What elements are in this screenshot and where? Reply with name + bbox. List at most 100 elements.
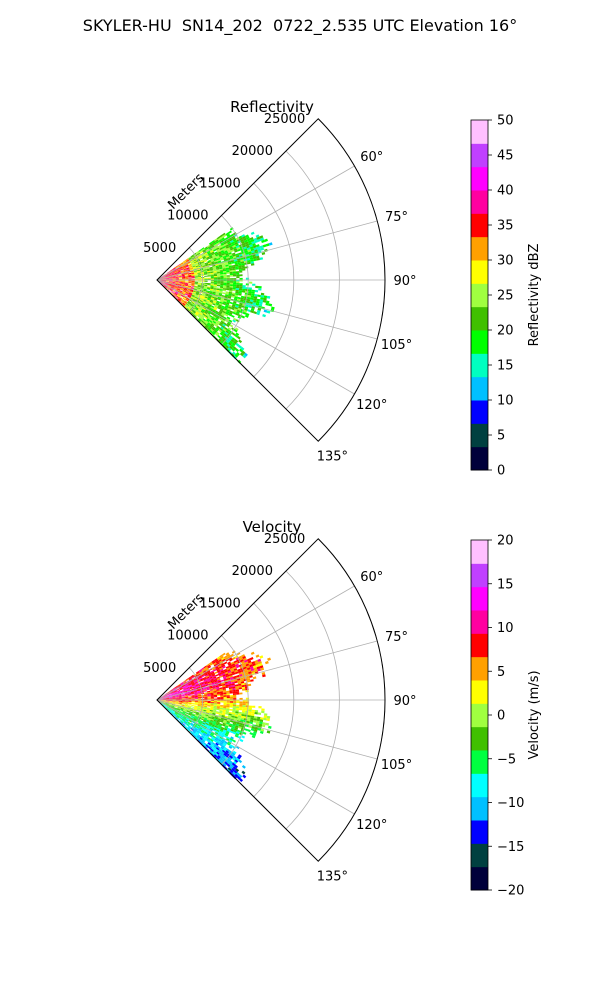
radar-cell	[168, 703, 172, 705]
radar-cell	[213, 285, 217, 288]
radar-cell	[162, 275, 166, 278]
radar-cell	[215, 246, 219, 249]
radar-cell	[212, 315, 216, 319]
radar-cell	[219, 729, 224, 733]
radar-cell	[225, 732, 229, 735]
radar-cell	[207, 692, 211, 694]
radar-cell	[196, 268, 200, 271]
radar-cell	[186, 267, 190, 269]
radar-cell	[185, 724, 189, 727]
radar-cell	[233, 259, 238, 262]
reflectivity-panel: Reflectivity500010000150002000025000Mete…	[143, 98, 542, 479]
radar-cell	[212, 255, 216, 258]
radar-cell	[207, 298, 211, 301]
radar-cell	[220, 243, 225, 246]
radar-cell	[224, 683, 229, 686]
radar-cell	[196, 726, 200, 729]
radar-cell	[197, 285, 201, 288]
radar-cell	[235, 768, 240, 772]
radar-cell	[223, 248, 228, 252]
radar-cell	[182, 723, 186, 726]
radar-cell	[171, 272, 175, 274]
radar-cell	[210, 283, 214, 285]
radar-cell	[168, 273, 172, 276]
radar-cell	[207, 726, 211, 729]
radar-cell	[220, 335, 225, 340]
radar-cell	[233, 310, 237, 313]
radar-cell	[198, 669, 202, 672]
radar-cell	[186, 710, 190, 713]
radar-cell	[229, 335, 234, 339]
radar-cell	[188, 683, 192, 686]
radar-cell	[216, 301, 220, 305]
radar-cell	[246, 238, 251, 242]
radar-cell	[232, 766, 237, 770]
radar-cell	[238, 263, 242, 266]
radar-cell	[224, 237, 229, 241]
radar-cell	[172, 281, 176, 283]
radar-cell	[222, 759, 226, 763]
radar-cell	[233, 668, 238, 671]
radar-cell	[179, 290, 183, 293]
radar-cell	[232, 745, 236, 750]
radar-cell	[213, 689, 217, 692]
radar-cell	[216, 687, 220, 690]
radar-cell	[174, 272, 178, 275]
radar-cell	[209, 733, 214, 737]
radar-cell	[190, 681, 195, 684]
radar-cell	[162, 276, 166, 278]
radar-cell	[197, 286, 201, 289]
radar-cell	[198, 675, 202, 678]
radar-cell	[222, 255, 227, 259]
radar-cell	[218, 743, 223, 747]
radar-cell	[169, 698, 173, 699]
radar-cell	[240, 717, 244, 720]
radar-cell	[242, 705, 246, 708]
radar-cell	[229, 675, 233, 678]
radar-cell	[183, 680, 187, 683]
radar-cell	[187, 705, 192, 708]
radar-cell	[226, 692, 230, 694]
radar-cell	[197, 696, 202, 698]
radar-cell	[174, 693, 178, 695]
radar-cell	[194, 274, 198, 276]
radar-cell	[190, 674, 194, 678]
radar-cell	[222, 254, 226, 257]
radar-cell	[210, 705, 214, 707]
radar-cell	[185, 684, 189, 687]
radar-cell	[182, 717, 186, 721]
radar-cell	[180, 300, 184, 303]
radar-cell	[221, 263, 226, 266]
radar-cell	[203, 742, 207, 746]
radar-cell	[171, 291, 174, 295]
radar-cell	[161, 274, 165, 277]
radar-cell	[256, 257, 260, 261]
radar-cell	[234, 339, 239, 343]
radar-cell	[197, 277, 202, 279]
radar-cell	[212, 684, 216, 687]
radar-cell	[216, 257, 221, 261]
radar-cell	[197, 695, 202, 697]
radar-cell	[194, 691, 198, 693]
radar-cell	[214, 260, 218, 263]
radar-cell	[219, 337, 224, 341]
radar-cell	[181, 274, 185, 276]
radar-cell	[168, 275, 172, 277]
radar-cell	[212, 291, 216, 294]
radar-cell	[216, 729, 220, 733]
radar-cell	[204, 316, 208, 320]
radar-cell	[239, 778, 243, 782]
radar-cell	[191, 293, 196, 296]
colorbar-tick-label: 35	[497, 219, 514, 234]
radar-cell	[228, 687, 233, 690]
radar-cell	[184, 705, 188, 707]
radar-cell	[183, 301, 187, 304]
radar-cell	[225, 674, 230, 678]
radar-cell	[258, 660, 262, 665]
radar-cell	[181, 274, 185, 276]
radar-cell	[203, 259, 207, 262]
radar-cell	[164, 692, 168, 695]
radar-cell	[182, 698, 186, 700]
radar-cell	[188, 694, 192, 696]
radar-cell	[238, 344, 242, 349]
